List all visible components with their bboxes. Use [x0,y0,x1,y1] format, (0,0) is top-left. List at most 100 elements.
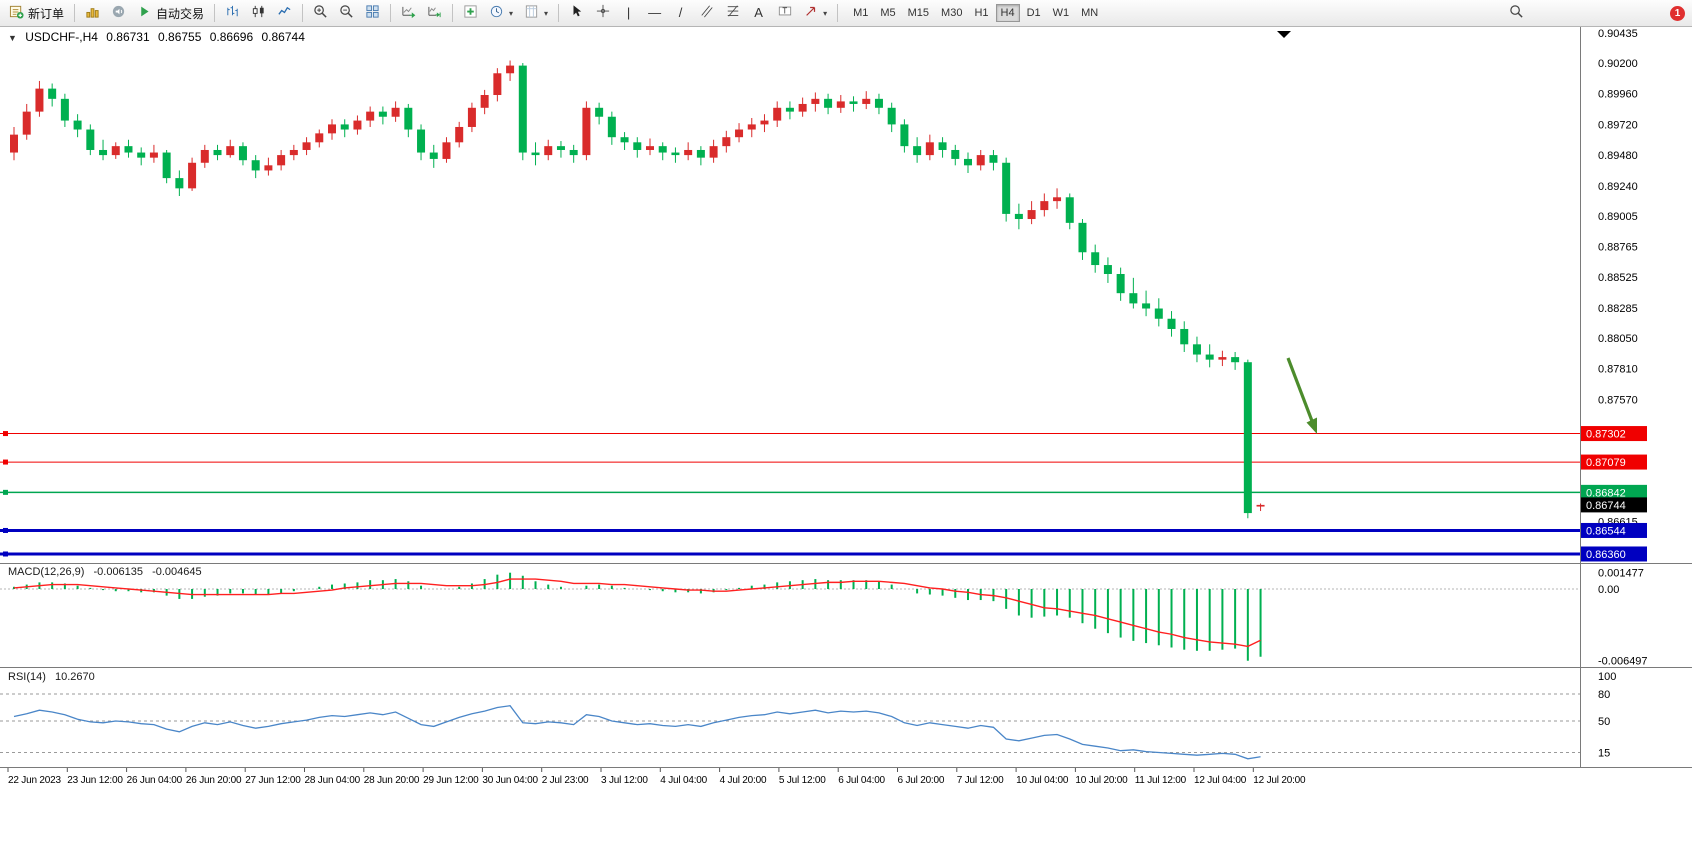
candle-body [238,146,247,161]
timeframe-h4-button[interactable]: H4 [995,4,1020,22]
line-chart-button[interactable] [272,3,297,24]
shapes-tool-button[interactable]: ▾ [798,3,832,24]
candle-body [556,146,565,150]
periods-button[interactable]: ▾ [484,3,518,24]
auto-scroll-icon [401,4,416,23]
timeframe-m1-button[interactable]: M1 [853,7,869,19]
trendline-icon: / [678,5,683,20]
text-label-tool-button[interactable]: T [772,3,797,24]
toolbar: 新订单 自动交易 [0,0,1692,27]
candle-body [1116,273,1125,294]
tile-windows-button[interactable] [360,3,385,24]
level-handle[interactable] [3,459,8,465]
templates-button[interactable]: ▾ [519,3,553,24]
candle-body [429,152,438,159]
text-icon: A [754,5,763,20]
trendline-tool-button[interactable]: / [668,3,693,24]
search-button[interactable] [1504,3,1529,24]
candle-body [595,107,604,117]
news-button[interactable] [106,3,131,24]
candle-body [938,142,947,150]
time-axis-label: 6 Jul 20:00 [898,775,945,786]
chart-shift-marker[interactable] [1277,31,1291,38]
candlestick-chart-button[interactable] [246,3,271,24]
notification-badge[interactable]: 1 [1670,5,1685,21]
toolbar-separator [74,4,76,22]
candle-body [226,146,235,156]
bar-chart-button[interactable] [220,3,245,24]
autotrading-button[interactable]: 自动交易 [132,3,209,24]
timeframe-h1-button[interactable]: H1 [974,7,989,19]
charts-profile-button[interactable] [80,3,105,24]
level-handle[interactable] [3,551,8,557]
price-axis-label: 0.88285 [1598,303,1638,315]
candle-body [773,107,782,121]
candle-body [544,146,553,156]
macd-axis-label: 0.00 [1598,584,1619,596]
level-handle[interactable] [3,489,8,495]
horizontal-line-tool-button[interactable]: — [642,3,667,24]
rsi-line [13,705,1261,760]
cursor-tool-button[interactable] [564,3,589,24]
timeframe-d1-button[interactable]: D1 [1026,7,1041,19]
chevron-down-icon: ▾ [544,8,549,18]
price-axis-label: 0.87810 [1598,364,1638,376]
zoom-out-button[interactable] [334,3,359,24]
channel-icon [699,4,714,22]
auto-scroll-button[interactable] [396,3,421,24]
trend-arrow-line[interactable] [1286,357,1314,422]
candle-body [340,124,349,130]
time-axis-label: 30 Jun 04:00 [482,775,538,786]
new-order-button[interactable]: 新订单 [4,3,69,24]
candle-body [86,129,95,150]
chart-svg[interactable]: 0.90435 0.90200 0.89960 0.89720 0.89480 0.892… [0,27,1692,850]
indicators-plus-icon [463,4,478,23]
timeframe-mn-button[interactable]: MN [1081,7,1099,19]
candle-body [1078,222,1087,253]
timeframe-m15-button[interactable]: M15 [907,7,930,19]
channel-tool-button[interactable] [694,3,719,24]
new-order-icon [9,4,24,23]
candle-body [658,146,667,153]
candle-body [442,142,451,159]
trend-arrow-head[interactable] [1306,417,1318,435]
arrow-shape-icon [803,4,818,22]
timeframe-m30-button[interactable]: M30 [941,7,963,19]
candle-body [1002,162,1011,214]
zoom-in-button[interactable] [308,3,333,24]
time-axis-label: 11 Jul 12:00 [1135,775,1187,786]
toolbar-separator [390,4,392,22]
chart-shift-icon [427,4,442,23]
time-axis-label: 22 Jun 2023 [8,775,61,786]
candle-body [684,149,693,156]
candle-body [493,73,502,96]
time-axis-label: 26 Jun 04:00 [127,775,183,786]
vertical-line-tool-button[interactable]: | [616,3,641,24]
time-axis-label: 12 Jul 04:00 [1194,775,1247,786]
timeframe-w1-button[interactable]: W1 [1052,7,1070,19]
candle-body [582,107,591,156]
symbol-dropdown-icon[interactable]: ▼ [8,33,17,43]
template-icon [524,4,539,23]
level-handle[interactable] [3,431,8,437]
candle-body [1065,197,1074,223]
candle-body [1014,213,1023,220]
candle-body [722,137,731,147]
candle-body [213,149,222,156]
level-price-tag-label: 0.86360 [1586,549,1626,561]
chart-shift-button[interactable] [422,3,447,24]
level-handle[interactable] [3,527,8,533]
fibonacci-tool-button[interactable] [720,3,745,24]
level-price-tag-label: 0.87302 [1586,429,1626,441]
indicators-button[interactable] [458,3,483,24]
candle-body [1154,308,1163,319]
crosshair-tool-button[interactable] [590,3,615,24]
candle-body [175,178,184,189]
text-tool-button[interactable]: A [746,3,771,24]
timeframe-m5-button[interactable]: M5 [880,7,896,19]
time-axis-label: 10 Jul 04:00 [1016,775,1069,786]
candle-body [569,149,578,156]
level-price-tag [1581,454,1647,470]
candle-body [1243,362,1252,514]
candle-body [10,134,18,153]
